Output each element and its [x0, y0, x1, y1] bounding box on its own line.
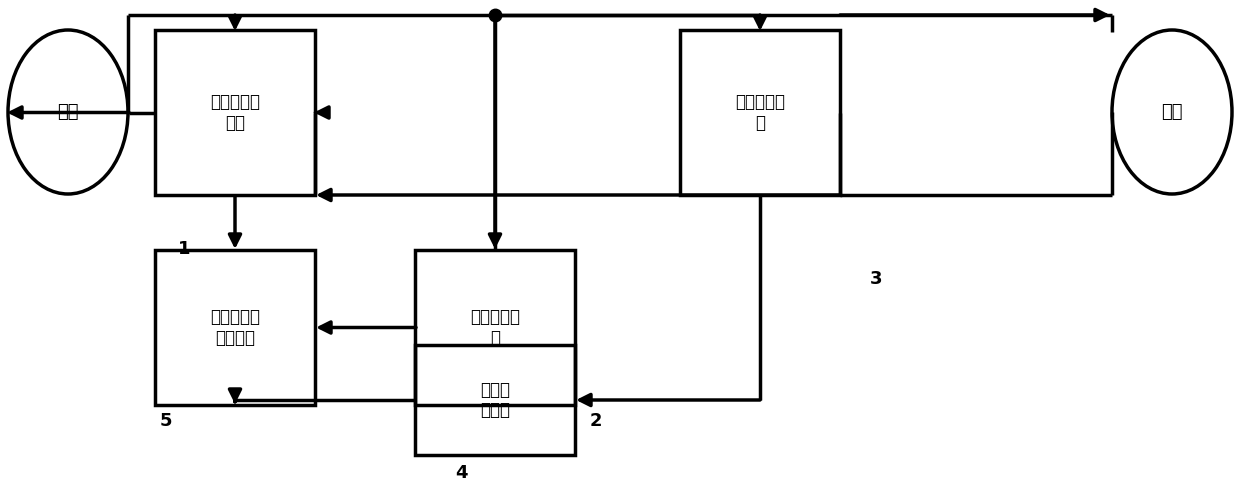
Text: 输入: 输入: [57, 103, 79, 121]
Bar: [415, 345, 575, 455]
Text: 3: 3: [870, 270, 883, 288]
Bar: [155, 30, 315, 195]
Bar: [415, 250, 575, 405]
Text: 5: 5: [160, 412, 172, 430]
Text: 电流采集电
路: 电流采集电 路: [735, 93, 785, 132]
Bar: [680, 30, 839, 195]
Text: 电流控
制电路: 电流控 制电路: [480, 381, 510, 419]
Bar: [155, 250, 315, 405]
Text: 1: 1: [179, 240, 191, 258]
Text: 4: 4: [455, 464, 467, 482]
Text: 输出: 输出: [1161, 103, 1183, 121]
Text: 电压采集电
路: 电压采集电 路: [470, 308, 520, 347]
Text: 升压变换器
电路: 升压变换器 电路: [210, 93, 260, 132]
Text: 升压变换器
控制电路: 升压变换器 控制电路: [210, 308, 260, 347]
Text: 2: 2: [590, 412, 603, 430]
